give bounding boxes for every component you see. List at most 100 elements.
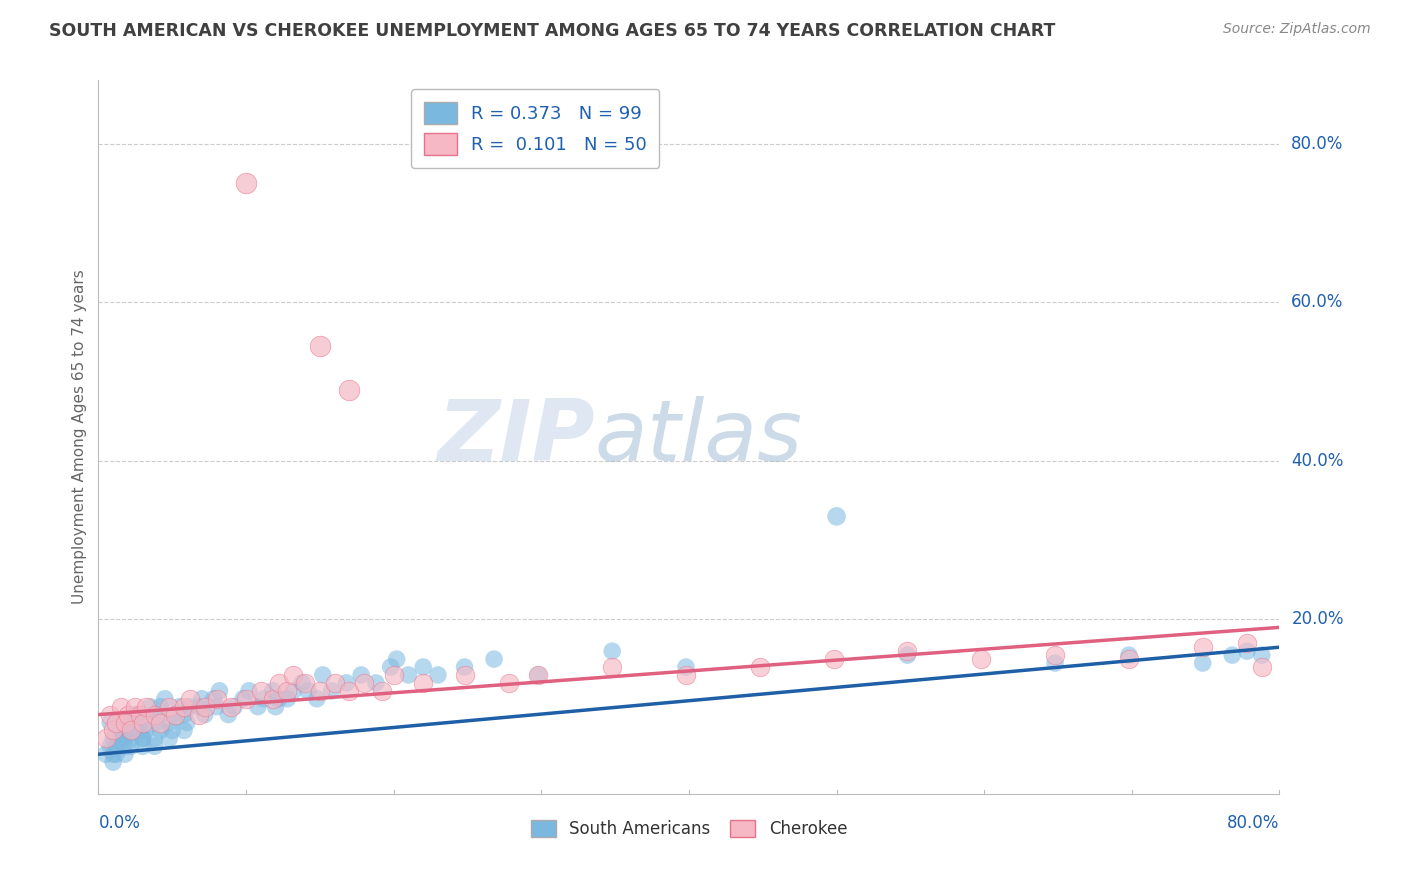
Point bbox=[1250, 660, 1272, 674]
Point bbox=[132, 731, 155, 746]
Point bbox=[132, 715, 155, 730]
Point bbox=[103, 723, 125, 738]
Point bbox=[94, 731, 117, 746]
Point bbox=[1118, 648, 1140, 662]
Text: ZIP: ZIP bbox=[437, 395, 595, 479]
Point bbox=[149, 723, 172, 738]
Point bbox=[165, 707, 187, 722]
Text: 60.0%: 60.0% bbox=[1291, 293, 1344, 311]
Point bbox=[132, 731, 155, 746]
Point bbox=[173, 699, 195, 714]
Point bbox=[482, 652, 505, 666]
Point bbox=[110, 723, 132, 738]
Point bbox=[169, 699, 191, 714]
Point bbox=[120, 731, 142, 746]
Point bbox=[110, 699, 132, 714]
Point bbox=[238, 683, 260, 698]
Point bbox=[208, 683, 231, 698]
Point bbox=[291, 676, 314, 690]
Point bbox=[1236, 644, 1258, 658]
Point bbox=[382, 668, 405, 682]
Point bbox=[217, 707, 239, 722]
Point bbox=[103, 747, 125, 762]
Point bbox=[205, 699, 228, 714]
Point bbox=[600, 644, 623, 658]
Point bbox=[117, 723, 139, 738]
Point bbox=[283, 683, 305, 698]
Point bbox=[103, 755, 125, 769]
Point bbox=[305, 691, 328, 706]
Point bbox=[267, 676, 290, 690]
Point bbox=[264, 699, 287, 714]
Point bbox=[128, 707, 150, 722]
Text: 0.0%: 0.0% bbox=[98, 814, 141, 831]
Point bbox=[139, 699, 162, 714]
Point bbox=[117, 707, 139, 722]
Point bbox=[453, 668, 475, 682]
Point bbox=[143, 731, 166, 746]
Point bbox=[135, 715, 157, 730]
Point bbox=[128, 707, 150, 722]
Point bbox=[350, 668, 373, 682]
Point bbox=[527, 668, 550, 682]
Point bbox=[276, 691, 298, 706]
Point bbox=[173, 707, 195, 722]
Point bbox=[103, 731, 125, 746]
Point bbox=[297, 683, 319, 698]
Point bbox=[221, 699, 243, 714]
Point bbox=[498, 676, 520, 690]
Point bbox=[162, 723, 183, 738]
Point bbox=[1191, 640, 1213, 655]
Point bbox=[675, 660, 697, 674]
Point bbox=[224, 699, 246, 714]
Point bbox=[283, 668, 305, 682]
Point bbox=[253, 691, 276, 706]
Point bbox=[165, 707, 187, 722]
Point bbox=[191, 691, 214, 706]
Text: 80.0%: 80.0% bbox=[1291, 135, 1344, 153]
Point bbox=[132, 739, 155, 754]
Point bbox=[246, 699, 269, 714]
Point bbox=[153, 691, 176, 706]
Point bbox=[117, 715, 139, 730]
Point bbox=[114, 739, 136, 754]
Point bbox=[157, 699, 180, 714]
Text: 40.0%: 40.0% bbox=[1291, 452, 1344, 470]
Point bbox=[179, 691, 201, 706]
Point bbox=[135, 699, 157, 714]
Point bbox=[146, 707, 169, 722]
Point bbox=[105, 715, 128, 730]
Point bbox=[105, 747, 128, 762]
Point bbox=[527, 668, 550, 682]
Point bbox=[143, 739, 166, 754]
Point bbox=[146, 715, 169, 730]
Point bbox=[262, 683, 284, 698]
Point bbox=[412, 676, 434, 690]
Legend: South Americans, Cherokee: South Americans, Cherokee bbox=[523, 812, 855, 847]
Point bbox=[427, 668, 450, 682]
Point bbox=[312, 668, 335, 682]
Point bbox=[1250, 648, 1272, 662]
Point bbox=[143, 707, 166, 722]
Point bbox=[149, 715, 172, 730]
Point bbox=[157, 731, 180, 746]
Point bbox=[267, 691, 290, 706]
Point bbox=[194, 699, 217, 714]
Point bbox=[600, 660, 623, 674]
Point bbox=[120, 723, 142, 738]
Point bbox=[135, 723, 157, 738]
Point bbox=[187, 707, 209, 722]
Point bbox=[748, 660, 770, 674]
Point bbox=[124, 715, 146, 730]
Point bbox=[1236, 636, 1258, 650]
Point bbox=[1043, 648, 1066, 662]
Point bbox=[453, 660, 475, 674]
Point bbox=[823, 652, 845, 666]
Point bbox=[385, 652, 408, 666]
Point bbox=[309, 683, 332, 698]
Point bbox=[339, 383, 361, 397]
Point bbox=[309, 339, 332, 353]
Point bbox=[323, 676, 346, 690]
Point bbox=[120, 739, 142, 754]
Point bbox=[371, 683, 394, 698]
